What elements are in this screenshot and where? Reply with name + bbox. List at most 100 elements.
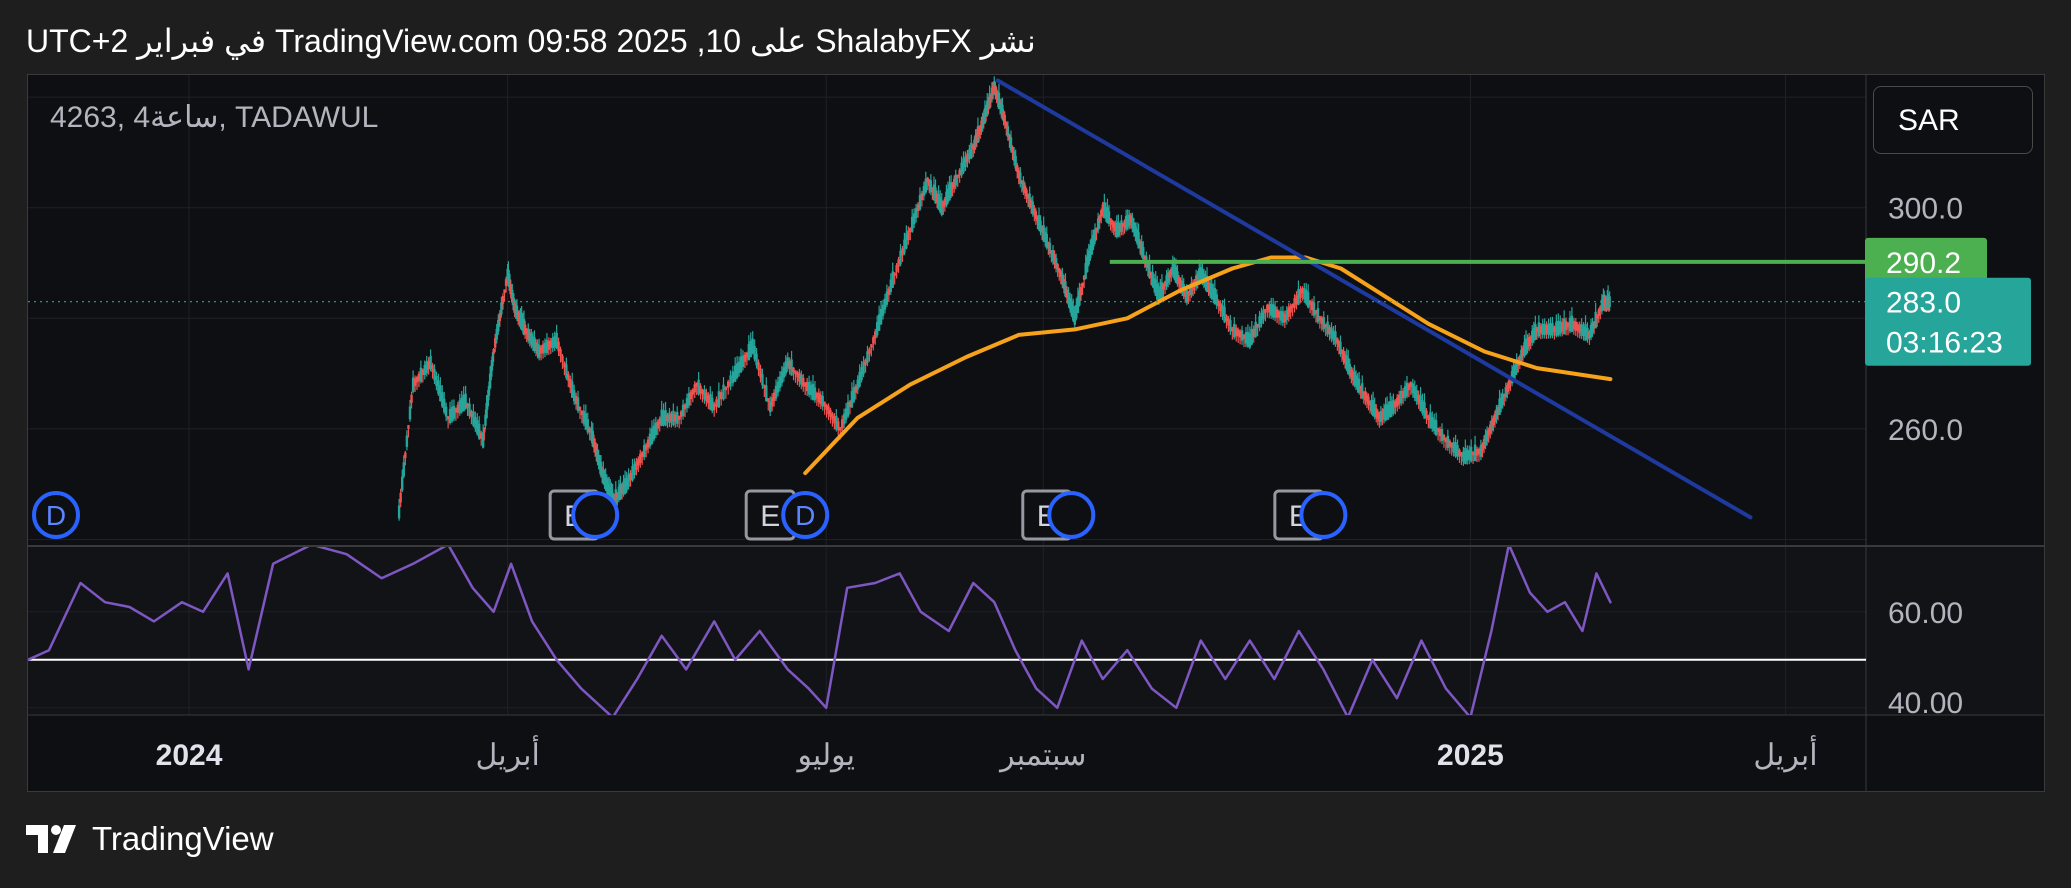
candle-body (1048, 242, 1052, 254)
candle-body (423, 364, 426, 375)
candle-body (928, 180, 931, 186)
symbol-label: 4263, 4ساعة, TADAWUL (50, 101, 379, 134)
candle-body (599, 461, 603, 476)
candle-body (1036, 216, 1039, 222)
candle-body (670, 414, 673, 422)
candle-body (1526, 338, 1529, 350)
candle-body (1151, 271, 1154, 287)
candle-body (1073, 311, 1076, 325)
candle-body (565, 364, 568, 378)
candle-body (1357, 378, 1361, 393)
candle-body (1120, 220, 1123, 232)
candle-body (1168, 271, 1171, 278)
candle-body (866, 351, 869, 363)
candle-body (662, 410, 665, 425)
candle-body (635, 461, 638, 471)
candle-body (1114, 223, 1117, 232)
candle-body (1551, 323, 1554, 336)
candle-body (1138, 241, 1142, 248)
chart-area[interactable]: DEEDEE 300.0 260.0 60.00 40.00 290.2 283.0 03:1… (27, 74, 2045, 792)
candle-body (1238, 331, 1242, 338)
candle-body (776, 381, 780, 393)
candle-body (796, 372, 799, 378)
candle-body (619, 483, 622, 500)
candle-body (1354, 375, 1358, 387)
candle-body (1539, 325, 1543, 334)
candle-body (1425, 410, 1428, 418)
candle-body (1225, 315, 1228, 321)
candle-body (1092, 235, 1095, 247)
candle-body (1005, 122, 1008, 129)
candle-body (747, 343, 751, 361)
candle-body (622, 481, 625, 495)
candle-body (677, 415, 681, 420)
candle-body (709, 394, 712, 410)
candle-body (553, 336, 556, 347)
candle-body (1336, 338, 1339, 343)
candle-body (701, 389, 704, 395)
candle-body (1527, 336, 1531, 347)
candle-body (1081, 282, 1084, 287)
candle-body (1058, 268, 1061, 273)
candle-body (1375, 408, 1378, 418)
candle-body (411, 377, 415, 392)
candle-body (780, 371, 784, 384)
candle-body (1448, 440, 1451, 447)
candle-body (1501, 394, 1504, 405)
candle-body (1356, 378, 1359, 389)
candle-body (402, 462, 405, 477)
candle-body (893, 272, 896, 276)
candle-body (1026, 194, 1030, 199)
candle-body (1240, 330, 1244, 341)
candle-body (1320, 317, 1323, 324)
candle-body (1121, 223, 1125, 227)
time-axis-tick-label: 2025 (1437, 739, 1504, 772)
candle-body (1215, 294, 1218, 306)
candle-body (875, 322, 879, 336)
candle-body (1588, 331, 1591, 338)
candle-body (1262, 309, 1265, 320)
candle-body (1017, 170, 1020, 179)
candle-body (399, 492, 402, 503)
candle-body (770, 397, 774, 407)
candle-body (429, 355, 432, 370)
currency-button[interactable]: SAR (1873, 86, 2033, 154)
candle-body (1271, 304, 1275, 318)
candle-body (926, 177, 929, 183)
candle-body (501, 296, 505, 304)
candle-body (1596, 314, 1599, 319)
candle-body (408, 406, 412, 420)
tradingview-logo[interactable]: TradingView (26, 820, 274, 858)
candle-body (1559, 321, 1562, 334)
candle-body (1008, 134, 1011, 141)
candle-body (943, 198, 947, 205)
candle-body (1489, 424, 1492, 434)
candle-body (668, 412, 671, 424)
candle-body (452, 405, 456, 419)
candle-body (711, 397, 714, 411)
candle-body (745, 352, 749, 358)
candle-body (470, 411, 473, 417)
candle-body (1520, 349, 1523, 361)
candle-body (1190, 282, 1193, 295)
candle-body (703, 389, 706, 400)
candle-body (549, 340, 553, 348)
candle-body (1142, 247, 1145, 260)
candle-body (1086, 256, 1089, 272)
candle-body (1503, 393, 1506, 398)
candle-body (1531, 330, 1534, 343)
candle-body (1053, 254, 1056, 265)
candle-body (1359, 386, 1362, 391)
candle-body (809, 385, 813, 396)
candle-body (831, 413, 834, 420)
candle-body (1351, 371, 1355, 381)
candle-body (1462, 451, 1465, 462)
dividend-marker-label: D (46, 500, 66, 531)
candle-body (1132, 222, 1136, 233)
candle-body (765, 385, 768, 402)
candle-body (413, 378, 417, 387)
candle-body (1492, 418, 1495, 426)
candle-body (1326, 321, 1329, 335)
candle-body (1260, 312, 1263, 324)
chart-canvas[interactable]: DEEDEE 300.0 260.0 60.00 40.00 290.2 283.0 03:1… (28, 75, 2044, 791)
